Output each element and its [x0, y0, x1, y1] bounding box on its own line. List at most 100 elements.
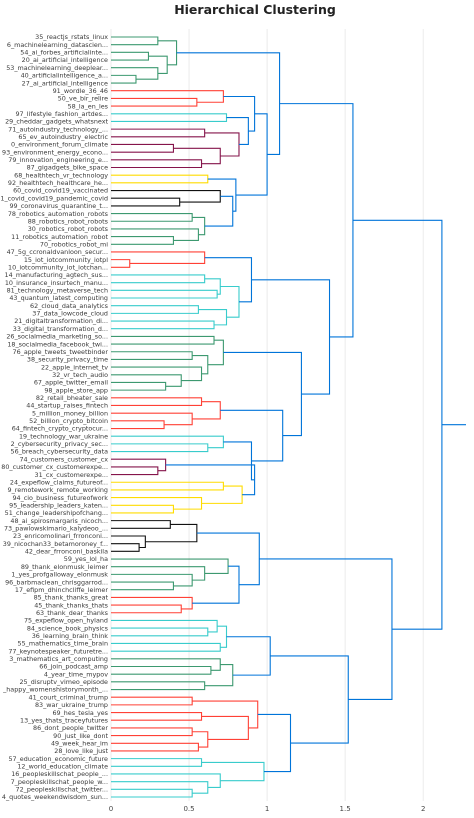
dendrogram-link [111, 727, 193, 737]
leaf-label: 92_healthtech_healthcare_he... [8, 179, 108, 187]
dendrogram-link [111, 289, 218, 299]
dendrogram-link [111, 128, 206, 138]
dendrogram-link [223, 441, 255, 481]
leaf-label: 79_innovation_engineering_e... [8, 156, 108, 164]
dendrogram-link [111, 627, 209, 637]
leaf-label: 25_disruptv_vimeo_episode [19, 678, 108, 686]
dendrogram-link [111, 51, 150, 61]
leaf-label: 12_world_education_climate [17, 762, 108, 770]
leaf-label: 65_ev_autoindustry_electric [18, 133, 108, 141]
leaf-label: 85_thank_thanks_great [34, 594, 109, 602]
dendrogram-link [111, 658, 221, 671]
leaf-label: _happy_womenshistorymonth_... [2, 686, 108, 694]
leaf-label: 7_peopleskillschat_people_w... [11, 778, 108, 786]
dendrogram-link [111, 604, 182, 614]
dendrogram-link [111, 189, 221, 203]
dendrogram-link [111, 619, 218, 633]
leaf-label: 16_peopleskillschat_people_... [11, 770, 108, 778]
leaf-label: 20_ai_artificial_intelligence [22, 56, 108, 64]
dendrogram-link [111, 374, 182, 387]
leaf-label: 6_machinelearning_datascien... [7, 41, 108, 49]
leaf-label: 2_cybersecurity_privacy_sec... [11, 440, 108, 448]
leaf-label: 37_data_lowcode_cloud [32, 310, 108, 318]
dendrogram-link [192, 355, 209, 375]
dendrogram-link [226, 117, 249, 146]
leaf-label: 52_billion_crypto_bitcoin [29, 417, 108, 425]
leaf-label: 10_insurance_insurtech_manu... [5, 279, 108, 287]
dendrogram-link [217, 625, 228, 648]
x-tick-label: 1 [265, 805, 269, 813]
dendrogram-link [173, 147, 221, 165]
dendrogram-link [111, 381, 167, 391]
leaf-label: 54_ai_forbes_artificialinte... [20, 49, 108, 57]
dendrogram-link [352, 219, 443, 630]
leaf-label: 30_robotics_robot_robots [28, 225, 109, 233]
leaf-label: 18_socialmedia_facebook_twi... [7, 340, 108, 348]
leaf-label: 67_apple_twitter_email [34, 379, 108, 387]
leaf-label: 23_enricomolinari_frronconi... [13, 532, 108, 540]
dendrogram-link [111, 535, 146, 549]
leaf-label: 76_apple_tweets_tweetbinder [13, 348, 109, 356]
leaf-label: 59_yes_lol_ha [64, 555, 108, 563]
dendrogram-link [111, 543, 140, 552]
leaf-label: 22_apple_internet_tv [41, 363, 108, 371]
leaf-label: 15_iot_iotcommunity_iotpl [24, 256, 108, 264]
dendrogram-link [111, 67, 159, 80]
leaf-label: 56_breach_cybersecurity_data [11, 448, 109, 456]
leaf-label: 45_thank_thanks_thats [34, 601, 108, 609]
leaf-label: 21_digitaltransformation_di... [14, 317, 108, 325]
leaf-label: 17_efipm_dhinchcliffe_leimer [15, 586, 108, 594]
leaf-label: 51_change_leadershipofchang... [5, 509, 108, 517]
dendrogram-link [111, 197, 181, 207]
leaf-label: 1_yes_profgalloway_elonmusk [11, 571, 108, 579]
leaf-label: 3_mathematics_art_computing [9, 655, 108, 663]
leaf-label: 60_covid_covid19_vaccinated [13, 187, 108, 195]
leaf-label: 10_iotcommunity_iot_iotchan... [8, 264, 108, 272]
x-tick-label: 0.5 [183, 805, 194, 813]
leaf-label: 86_dont_people_twitter [33, 724, 108, 732]
dendrogram-link [259, 558, 393, 701]
dendrogram-link [111, 74, 137, 84]
leaf-label: 75_expeflow_open_hyland [24, 617, 108, 625]
leaf-label: 58_la_en_les [68, 102, 109, 110]
dendrogram-link [223, 95, 256, 132]
leaf-label: 91_wordle_36_46 [53, 87, 108, 95]
leaf-label: 33_digital_transformation_d... [13, 325, 108, 333]
leaf-label: 71_autoindustry_technology_... [8, 125, 108, 133]
dendrogram-link [111, 696, 193, 706]
leaf-label: 11_robotics_automation_robot [11, 233, 108, 241]
dendrogram-link [111, 665, 212, 675]
dendrogram-link [220, 285, 240, 318]
dendrogram-link [148, 55, 168, 75]
leaf-label: 68_healthtech_vr_technology [14, 171, 108, 179]
leaf-label: 35_reactjs_rstats_linux [35, 33, 108, 41]
leaf-label: 82_retail_bheater_sale [36, 394, 108, 402]
leaf-label: 47_5g_ccronaldvanloon_secur... [7, 248, 108, 256]
leaf-label: 55_mathematics_time_brain [18, 640, 108, 648]
leaf-label: 57_education_economic_future [8, 755, 108, 763]
leaf-label: 63_thank_dear_thanks [36, 609, 109, 617]
dendrogram-link [111, 351, 193, 360]
dendrogram-link [111, 397, 203, 407]
leaf-label: 41_court_criminal_trump [29, 693, 108, 701]
dendrogram-link [192, 216, 206, 236]
leaf-label: 88_robotics_robot_robots [28, 217, 109, 225]
leaf-label: 27_ai_artificial_intelligence [22, 79, 108, 87]
dendrogram-link [111, 773, 221, 788]
dendrogram-link [201, 485, 243, 504]
dendrogram-link [111, 335, 215, 345]
x-tick-label: 1.5 [340, 805, 351, 813]
leaf-label: 38_security_privacy_time [27, 356, 108, 364]
dendrogram-link [204, 257, 253, 303]
dendrogram-link [192, 565, 240, 604]
x-tick-label: 0 [109, 805, 113, 813]
dendrogram-link [111, 97, 198, 107]
dendrogram-link [111, 435, 224, 449]
leaf-label: 87_gigadgets_bike_space [27, 164, 108, 172]
dendrogram-link [204, 278, 221, 295]
leaf-label: 93_environment_energy_econo... [2, 148, 108, 156]
dendrogram-link [111, 581, 174, 591]
dendrogram-link [111, 159, 203, 169]
dendrogram-links [111, 36, 466, 798]
